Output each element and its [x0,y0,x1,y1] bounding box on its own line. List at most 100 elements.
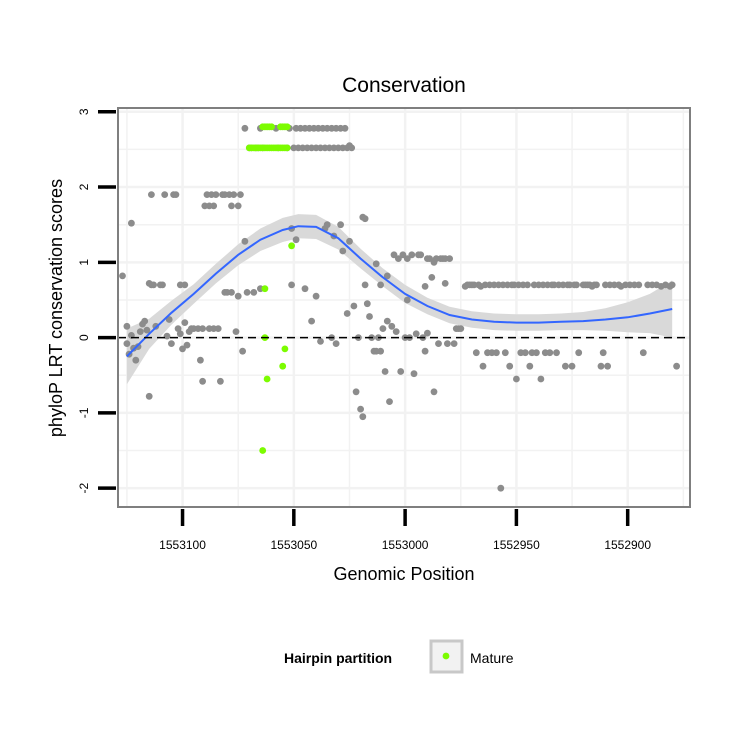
point-mature-26 [283,123,291,131]
point-other-209 [526,362,534,370]
point-other-129 [361,281,369,289]
point-other-249 [635,281,643,289]
point-other-59 [232,328,240,335]
point-other-113 [337,221,344,229]
x-tick-label-2: 1553000 [382,538,429,552]
point-mature-22 [268,123,275,131]
y-tick-label-3: 1 [77,259,91,266]
point-other-166 [430,388,438,396]
point-other-20 [159,281,166,289]
point-other-62 [237,191,244,199]
point-other-17 [150,281,158,289]
point-other-203 [513,375,520,383]
point-other-237 [593,281,600,289]
point-other-69 [250,289,258,296]
point-other-230 [575,349,583,357]
point-other-144 [388,322,396,330]
point-other-27 [174,325,182,332]
point-other-39 [199,377,207,385]
point-other-241 [604,362,611,370]
point-other-156 [412,330,420,338]
point-other-95 [312,292,320,300]
point-other-48 [212,191,220,199]
point-mature-17 [283,144,291,152]
point-other-38 [197,356,204,364]
point-other-123 [352,388,360,396]
legend: Hairpin partition Mature [284,639,514,674]
data-points-layer [119,123,680,492]
point-other-198 [501,349,509,357]
point-other-126 [359,413,367,421]
point-other-141 [383,317,391,325]
point-other-175 [446,255,453,262]
point-other-147 [395,255,402,262]
chart-title: Conservation [342,74,466,97]
point-other-149 [399,251,407,259]
point-other-2 [123,340,131,347]
point-other-11 [141,317,149,325]
y-tick-label-1: -1 [77,407,91,418]
point-other-137 [377,281,384,289]
point-other-122 [350,302,358,310]
smooth-fit-line [126,225,673,358]
x-axis-title: Genomic Position [333,564,474,584]
point-other-64 [241,124,249,132]
point-other-63 [239,347,247,355]
point-other-257 [668,281,676,289]
point-other-80 [288,281,295,289]
point-other-83 [292,236,300,244]
point-other-40 [199,325,207,332]
y-tick-label-5: 3 [77,108,91,115]
point-other-165 [428,274,436,281]
point-other-176 [450,340,458,347]
point-other-50 [217,377,224,385]
point-other-24 [168,340,175,347]
point-other-218 [546,349,554,357]
point-mature-27 [261,285,269,293]
point-other-158 [417,251,425,259]
point-other-154 [408,251,416,259]
x-tick-label-1: 1553050 [270,538,317,552]
point-other-140 [381,368,389,375]
point-other-227 [568,362,576,370]
point-other-200 [506,362,514,370]
y-tick-label-4: 2 [77,183,91,190]
point-other-103 [323,221,331,229]
x-tick-label-4: 1552900 [604,538,651,552]
point-mature-29 [263,375,271,383]
point-other-56 [228,202,235,210]
point-other-7 [132,356,140,364]
point-other-115 [339,247,347,255]
point-other-92 [308,317,315,325]
point-other-142 [383,272,391,280]
point-other-8 [134,343,142,350]
y-axis-title: phyloP LRT conservation scores [46,179,66,437]
point-other-135 [372,260,380,268]
point-other-128 [361,215,369,223]
point-other-229 [573,281,580,289]
point-mature-33 [288,242,295,250]
point-other-13 [145,392,153,400]
point-other-169 [435,340,442,347]
point-other-152 [403,296,411,304]
point-other-58 [230,191,238,199]
point-mature-31 [279,362,287,370]
point-other-121 [348,144,356,152]
point-other-174 [444,340,451,347]
point-other-163 [424,329,431,337]
axes-layer: -2 -1 0 1 2 3 1553100 1553050 1553000 1552950 1552… [77,107,691,552]
point-other-125 [357,405,364,413]
point-other-239 [599,349,607,357]
point-other-110 [332,340,340,347]
plot-panel [118,108,690,507]
point-other-33 [183,341,191,349]
y-tick-label-0: -2 [77,483,91,494]
point-other-12 [143,326,151,334]
point-other-31 [181,281,189,289]
point-other-151 [403,255,411,262]
panel-border [117,107,691,508]
point-other-185 [472,349,480,357]
point-other-130 [363,300,371,308]
point-other-196 [497,484,505,492]
